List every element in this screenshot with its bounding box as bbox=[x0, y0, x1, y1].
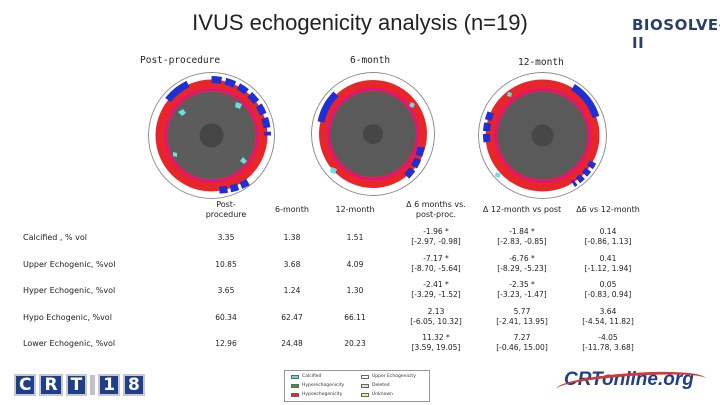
legend-label: Unknown bbox=[372, 392, 393, 397]
table-cell: 3.65 bbox=[217, 286, 235, 295]
table-cell: 11.32 * [3.59, 19.05] bbox=[411, 333, 461, 352]
table-cell: -6.76 * [-8.29, -5.23] bbox=[497, 254, 547, 273]
table-cell: 2.13 [-6.05, 10.32] bbox=[410, 307, 462, 326]
legend: Calcified Hyperechogenicity Hypoechogenici… bbox=[284, 370, 430, 402]
crt-box-1: 1 bbox=[98, 374, 121, 396]
legend-label: Hypoechogenicity bbox=[302, 392, 343, 397]
crt-separator bbox=[90, 375, 96, 395]
table-cell: 12.96 bbox=[215, 339, 237, 348]
table-cell: 24.48 bbox=[281, 339, 303, 348]
table-cell: 20.23 bbox=[344, 339, 366, 348]
table-cell: 10.85 bbox=[215, 260, 237, 269]
table-cell: 4.09 bbox=[346, 260, 364, 269]
row-label-lower-echogenic: Lower Echogenic, %vol bbox=[23, 339, 116, 348]
legend-swatch bbox=[291, 375, 299, 379]
label-12-month: 12-month bbox=[518, 57, 564, 68]
crt-box-t: T bbox=[65, 374, 88, 396]
crtonline-text: CRTonline.org bbox=[564, 369, 694, 390]
ivus-graphic-6-month bbox=[311, 72, 435, 196]
legend-swatch bbox=[291, 393, 299, 397]
table-cell: 3.35 bbox=[217, 233, 235, 242]
crt18-logo: C R T 1 8 bbox=[14, 374, 148, 396]
table-cell: -2.41 * [-3.29, -1.52] bbox=[411, 280, 461, 299]
table-cell: 3.64 [-4.54, 11.82] bbox=[582, 307, 634, 326]
table-cell: 3.68 bbox=[283, 260, 301, 269]
legend-label: Upper Echogenicity bbox=[372, 374, 416, 379]
row-label-calcified: Calcified , % vol bbox=[23, 233, 87, 242]
biosolve-logo: BIOSOLVE-II bbox=[632, 16, 720, 52]
header-12-month: 12-month bbox=[335, 205, 375, 214]
biosolve-logo-text: BIOSOLVE-II bbox=[632, 16, 720, 52]
legend-label: Hyperechogenicity bbox=[302, 383, 345, 388]
crt-box-c: C bbox=[14, 374, 37, 396]
slide-title: IVUS echogenicity analysis (n=19) bbox=[192, 10, 528, 35]
ivus-graphic-12-month bbox=[478, 72, 607, 199]
table-cell: 0.05 [-0.83, 0.94] bbox=[584, 280, 632, 299]
ivus-image-6-month bbox=[311, 72, 435, 196]
ivus-image-post-procedure bbox=[148, 72, 275, 199]
table-cell: -7.17 * [-8.70, -5.64] bbox=[411, 254, 461, 273]
row-label-hyper-echogenic: Hyper Echogenic, %vol bbox=[23, 286, 116, 295]
table-cell: 1.24 bbox=[283, 286, 301, 295]
table-cell: 1.30 bbox=[346, 286, 364, 295]
table-cell: 62.47 bbox=[281, 313, 303, 322]
label-6-month: 6-month bbox=[350, 55, 391, 66]
crt-box-8: 8 bbox=[123, 374, 145, 396]
table-cell: 0.41 [-1.12, 1.94] bbox=[584, 254, 632, 273]
ivus-image-12-month bbox=[478, 72, 607, 199]
header-delta-6-vs-post: Δ 6 months vs. post-proc. bbox=[406, 200, 466, 219]
row-label-hypo-echogenic: Hypo Echogenic, %vol bbox=[23, 313, 112, 322]
legend-label: Deleted bbox=[372, 383, 390, 388]
legend-swatch bbox=[361, 384, 369, 388]
table-cell: -1.96 * [-2.97, -0.98] bbox=[411, 227, 461, 246]
table-cell: 5.77 [-2.41, 13.95] bbox=[496, 307, 548, 326]
table-cell: 66.11 bbox=[344, 313, 366, 322]
table-cell: 1.38 bbox=[283, 233, 301, 242]
header-delta-6-vs-12: Δ6 vs 12-month bbox=[576, 205, 640, 214]
header-6-month: 6-month bbox=[275, 205, 309, 214]
label-post-procedure: Post-procedure bbox=[140, 55, 221, 66]
legend-swatch bbox=[361, 375, 369, 379]
legend-swatch bbox=[361, 393, 369, 397]
table-cell: 7.27 [-0.46, 15.00] bbox=[496, 333, 548, 352]
table-cell: 1.51 bbox=[346, 233, 364, 242]
table-cell: 60.34 bbox=[215, 313, 237, 322]
table-cell: -1.84 * [-2.83, -0.85] bbox=[497, 227, 547, 246]
row-label-upper-echogenic: Upper Echogenic, %vol bbox=[23, 260, 116, 269]
legend-swatch bbox=[291, 384, 299, 388]
crtonline-logo: CRTonline.org bbox=[555, 367, 707, 401]
table-cell: -4.05 [-11.78, 3.68] bbox=[582, 333, 634, 352]
ivus-graphic-post bbox=[148, 72, 275, 199]
table-cell: 0.14 [-0.86, 1.13] bbox=[584, 227, 632, 246]
header-delta-12-vs-post: Δ 12-month vs post bbox=[482, 205, 562, 214]
header-post-procedure: Post-procedure bbox=[205, 200, 247, 219]
legend-label: Calcified bbox=[302, 374, 322, 379]
crt-box-r: R bbox=[39, 374, 63, 396]
table-cell: -2.35 * [-3.23, -1.47] bbox=[497, 280, 547, 299]
